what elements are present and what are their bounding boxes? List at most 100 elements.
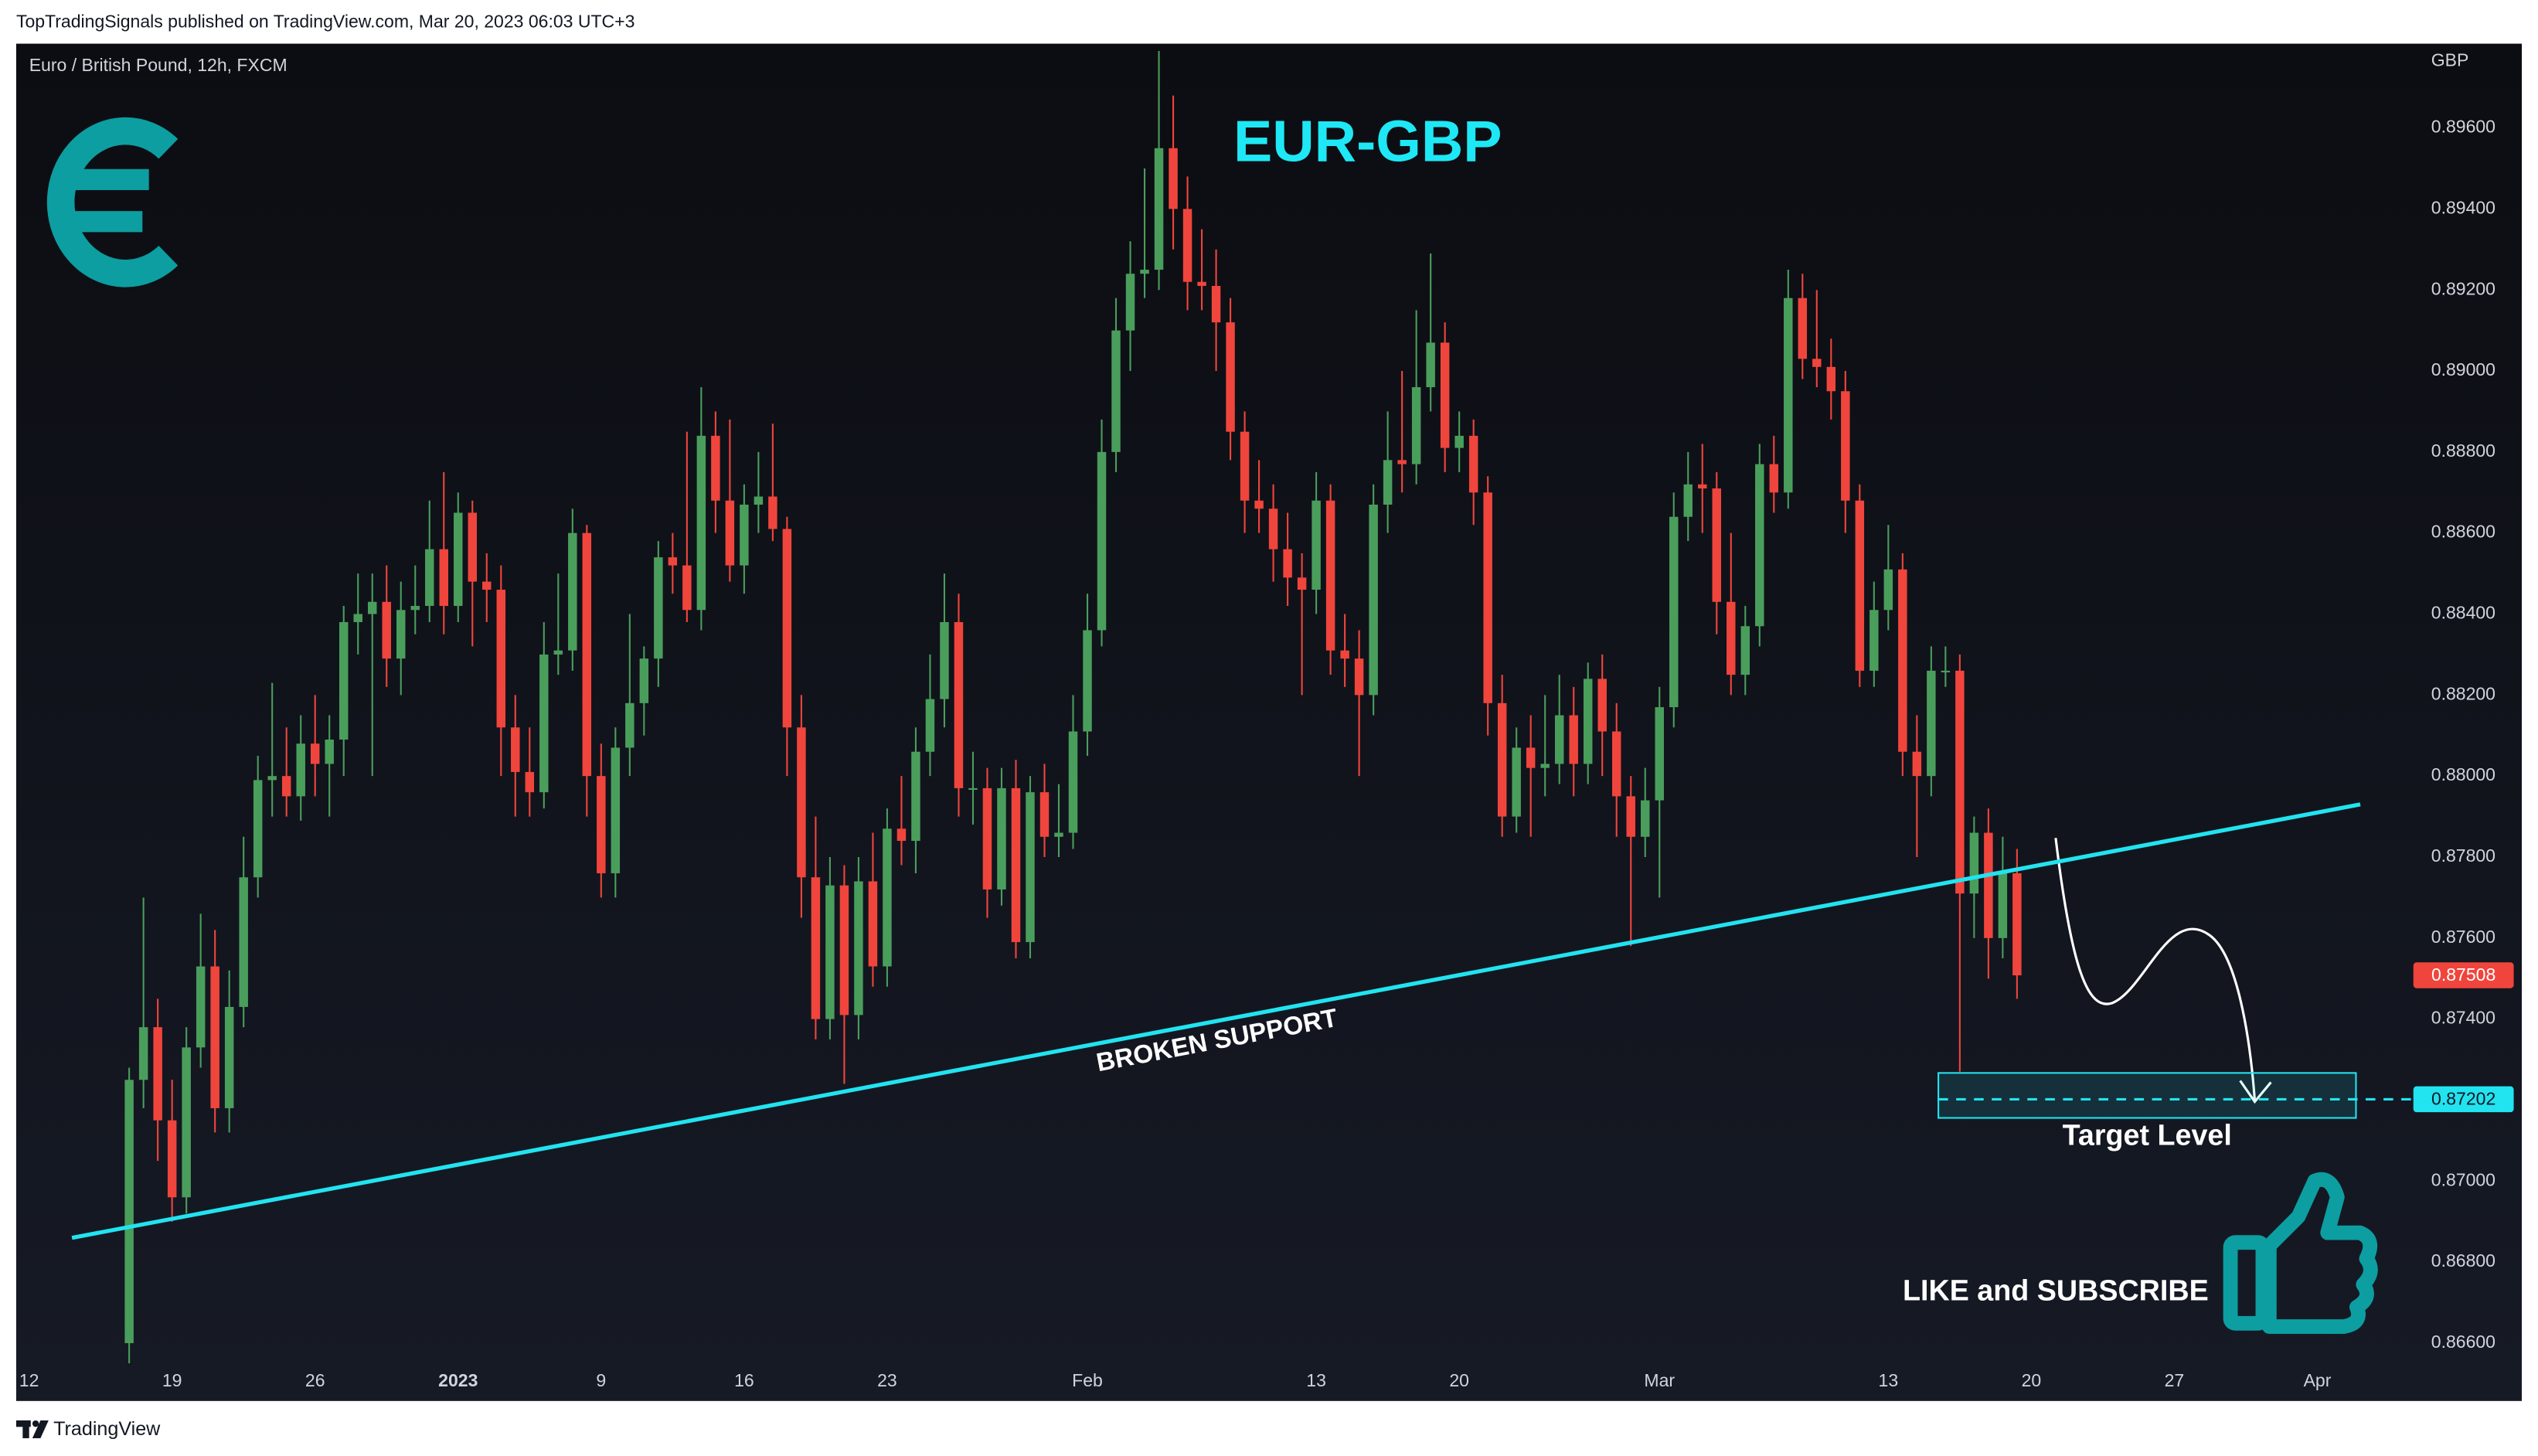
candle-body [825,885,835,1019]
candle-body [1483,492,1492,703]
candle-body [196,966,206,1048]
candle-body [468,512,478,582]
candle-body [296,743,305,797]
chart-title: EUR-GBP [1233,108,1502,173]
candle-body [896,828,907,842]
candle-body [1383,460,1393,505]
candle-body [1197,281,1206,286]
candle-body [1869,610,1879,671]
x-tick-label: Mar [1644,1370,1675,1390]
candle-body [1026,792,1035,943]
candle-body [925,699,935,752]
candle-body [124,1080,134,1343]
candle-body [883,828,892,967]
candle-body [1669,516,1679,708]
projection-arrow [2054,838,2272,1104]
candle-body [1841,391,1850,501]
candle-body [224,1006,234,1108]
x-tick-label: 20 [2022,1370,2042,1390]
candle-body [854,881,863,1015]
candle-body [182,1047,191,1198]
candle-body [1283,549,1292,578]
candle-body [1941,670,1951,672]
candle-body [1569,715,1578,764]
x-tick-label: 20 [1449,1370,1469,1390]
candle-body [911,751,920,842]
candle-body [339,621,349,740]
candle-body [1512,747,1521,817]
candle-body [1784,298,1793,493]
candle-body [1883,569,1893,611]
candle-body [1468,435,1478,493]
candle-body [2012,873,2022,976]
candle-body [1798,298,1808,359]
candle-body [1712,488,1722,602]
candle-body [568,532,577,651]
x-tick-label: 13 [1879,1370,1899,1390]
candle-body [1497,702,1507,817]
candle-body [525,771,535,793]
candle-body [868,881,878,967]
y-tick-label: 0.89200 [2431,278,2495,298]
candle-body [682,565,692,611]
y-tick-label: 0.88400 [2431,603,2495,623]
x-tick-label: 13 [1306,1370,1326,1390]
candle-body [1397,460,1407,464]
candle-body [553,650,563,655]
candle-body [1083,630,1092,732]
candle-body [1611,731,1621,797]
candle-body [597,776,606,873]
candle-body [1655,707,1664,801]
footer-brand: TradingView [53,1418,161,1440]
candle-body [940,621,949,699]
candle-body [1226,322,1235,432]
candle-body [740,504,749,566]
candle-body [1740,626,1750,675]
candle-body [1912,751,1922,777]
candle-body [1826,366,1836,392]
candle-body [267,776,277,781]
candle-body [997,788,1006,890]
candles [124,50,2022,1364]
y-tick-label: 0.89000 [2431,359,2495,379]
candle-body [1583,679,1593,764]
target-price-badge [2413,1086,2514,1113]
candle-body [1011,788,1021,943]
candle-body [1240,431,1250,501]
candle-body [1727,601,1736,675]
candle-body [1340,650,1349,659]
target-price-label: 0.87202 [2431,1089,2495,1109]
candle-body [1140,269,1149,274]
candle-body [1540,764,1550,768]
candle-body [138,1027,148,1080]
candle-body [1440,342,1450,448]
candle-body [668,557,678,566]
candle-body [1068,731,1078,833]
candle-body [711,435,720,501]
candle-body [496,590,506,728]
x-tick-label: 23 [877,1370,897,1390]
cta-label: LIKE and SUBSCRIBE [1903,1274,2209,1307]
y-tick-label: 0.88200 [2431,683,2495,703]
candle-body [382,601,391,659]
candle-body [1054,832,1063,837]
y-tick-label: 0.87600 [2431,927,2495,947]
candle-body [539,654,549,793]
candle-body [425,549,434,607]
candle-body [782,529,792,728]
candle-body [1454,435,1464,448]
currency-label: GBP [2431,50,2469,70]
candle-body [797,727,806,878]
candle-body [310,743,320,764]
candle-body [511,727,520,772]
candle-body [1111,330,1121,452]
candle-body [1812,359,1822,367]
last-price-label: 0.87508 [2431,964,2495,985]
candle-body [768,496,777,529]
candle-body [367,601,377,614]
y-tick-label: 0.89600 [2431,117,2495,137]
thumb-icon [2223,1172,2378,1334]
candle-body [1268,509,1278,549]
candle-body [754,496,764,505]
candle-body [1554,715,1564,764]
